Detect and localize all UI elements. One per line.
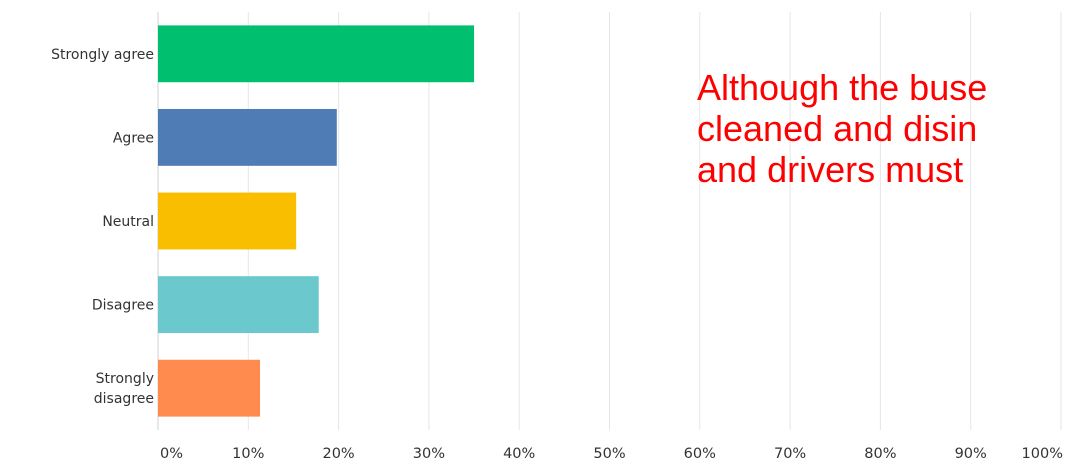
x-tick-label-2: 20%	[322, 446, 354, 462]
bar-0	[158, 25, 475, 83]
x-tick-label-6: 60%	[684, 446, 716, 462]
category-labels: Strongly agree Agree Neutral Disagree Strong…	[51, 47, 154, 407]
bars	[158, 25, 475, 417]
x-tick-label-9: 90%	[955, 446, 987, 462]
x-tick-label-8: 80%	[864, 446, 896, 462]
x-tick-label-5: 50%	[593, 446, 625, 462]
bar-1	[158, 108, 337, 166]
x-tick-label-4: 40%	[503, 446, 535, 462]
bar-3	[158, 276, 319, 334]
x-tick-label-10: 100%	[1022, 446, 1063, 462]
bar-4	[158, 359, 261, 417]
overlay-line-1: Although the buse	[697, 67, 988, 108]
category-label-0-0: Strongly agree	[51, 47, 154, 63]
category-label-1-0: Agree	[113, 130, 154, 146]
overlay-line-3: and drivers must	[697, 149, 964, 190]
x-tick-labels: 0% 10% 20% 30% 40% 50% 60% 70% 80% 90% 100%	[160, 446, 1063, 462]
category-label-4-1: disagree	[94, 391, 154, 407]
bar-2	[158, 192, 297, 250]
x-tick-label-3: 30%	[413, 446, 445, 462]
x-tick-label-7: 70%	[774, 446, 806, 462]
x-tick-label-1: 10%	[232, 446, 264, 462]
category-label-4-0: Strongly	[96, 371, 154, 387]
overlay-line-2: cleaned and disin	[697, 108, 978, 149]
category-label-3-0: Disagree	[92, 298, 154, 314]
category-label-2-0: Neutral	[102, 214, 154, 230]
overlay-caption: Although the buse cleaned and disin and …	[697, 67, 1065, 190]
x-tick-label-0: 0%	[160, 446, 183, 462]
